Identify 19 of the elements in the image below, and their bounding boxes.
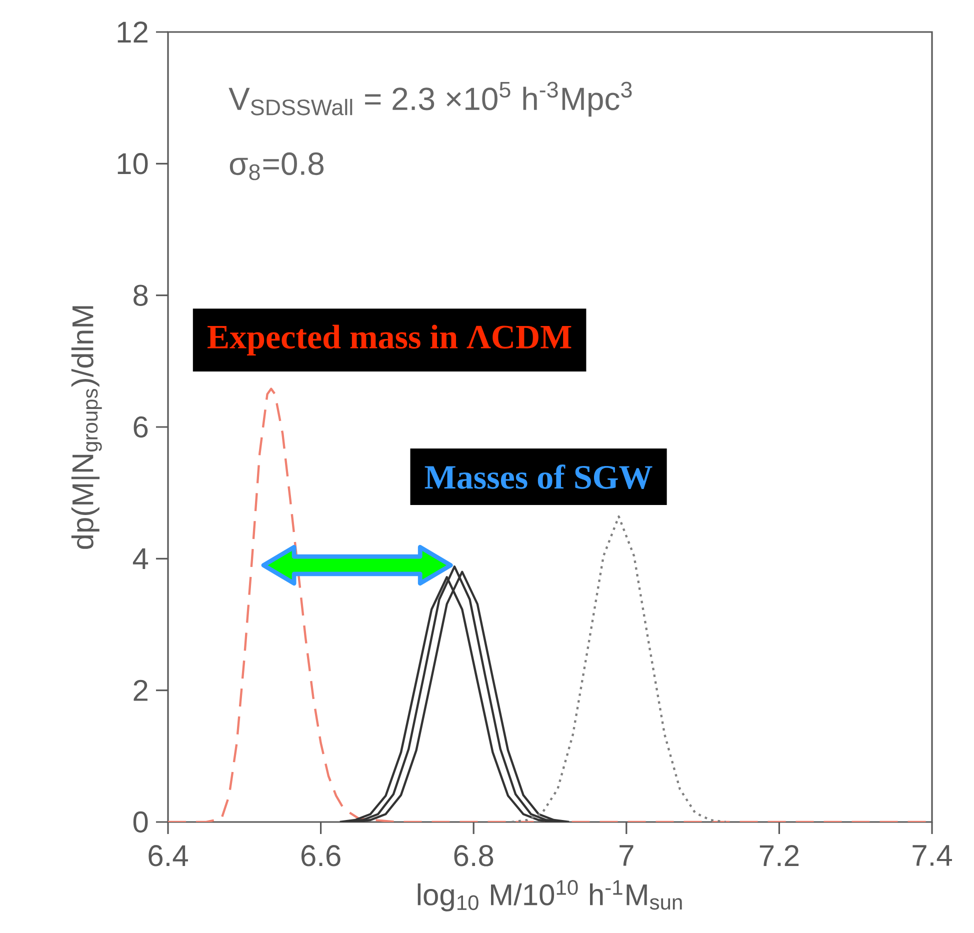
y-tick-label: 4 (132, 548, 148, 569)
annotation: V$_{SDSSWall}$ = 2.3 ×10$^{5}$ h$^{-3}$Mpc$^{3}$ (228, 82, 632, 117)
x-tick-label: 6.8 (454, 845, 494, 866)
y-tick-label: 2 (134, 680, 148, 701)
x-tick-label: 7.2 (760, 845, 799, 866)
x-tick-label: 6.4 (148, 845, 188, 866)
y-tick-label: 12 (118, 22, 148, 42)
annotation: Expected mass in ΛCDM (208, 324, 572, 356)
x-tick-label: 6.6 (301, 845, 340, 866)
y-tick-label: 6 (134, 416, 148, 438)
y-tick-label: 0 (133, 811, 148, 833)
x-tick-label: 7.4 (912, 845, 952, 866)
y-tick-label: 10 (118, 153, 148, 174)
y-tick-label: 8 (134, 284, 148, 306)
y-axis-title: dp(M|N$_{groups}$)/dlnM (71, 306, 102, 549)
annotation: σ$_{8}$=0.8 (230, 152, 324, 180)
annotation: Masses of SGW (424, 464, 652, 489)
x-axis-title: log$_{10}$ M/10$^{10}$ h$^{-1}$M$_{sun}$ (418, 880, 682, 912)
x-tick-label: 7 (620, 845, 634, 866)
